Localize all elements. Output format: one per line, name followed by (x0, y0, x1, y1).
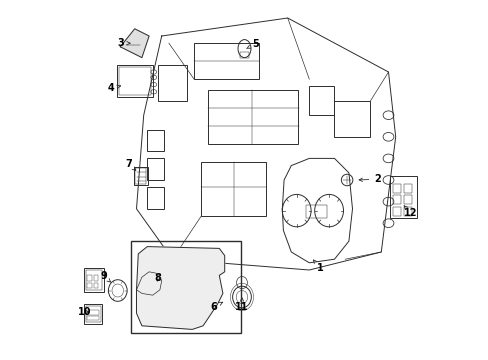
Bar (392, 195, 401, 204)
Polygon shape (136, 247, 224, 329)
Bar (87, 310, 99, 315)
Bar (194, 43, 258, 79)
Bar (135, 168, 146, 184)
Bar (86, 270, 102, 290)
Text: 6: 6 (210, 302, 222, 312)
Text: 9: 9 (101, 271, 110, 282)
Bar (86, 306, 101, 322)
Bar (389, 176, 416, 218)
Text: 2: 2 (358, 174, 380, 184)
Bar (118, 67, 151, 95)
Bar (147, 187, 163, 209)
Bar (94, 275, 98, 281)
Bar (87, 283, 92, 288)
Bar (403, 195, 411, 204)
Bar (84, 304, 102, 324)
Text: 11: 11 (235, 298, 248, 312)
Text: 12: 12 (403, 206, 417, 219)
Text: 10: 10 (78, 307, 91, 317)
Polygon shape (120, 29, 149, 58)
Bar (84, 268, 104, 292)
Bar (196, 256, 205, 274)
Bar (392, 207, 401, 216)
Bar (87, 275, 92, 281)
Bar (392, 184, 401, 193)
Bar (158, 65, 186, 101)
Bar (87, 316, 99, 320)
Bar (117, 65, 152, 97)
Bar (134, 167, 147, 185)
Bar (94, 283, 98, 288)
Bar (403, 207, 411, 216)
Text: 8: 8 (154, 273, 161, 283)
Text: 3: 3 (117, 38, 130, 48)
Bar (240, 52, 248, 58)
Bar (334, 101, 370, 137)
Bar (170, 256, 181, 274)
Text: 7: 7 (125, 159, 136, 170)
Bar (183, 256, 193, 274)
Text: 4: 4 (108, 83, 121, 93)
Bar (208, 90, 298, 144)
Bar (309, 86, 334, 115)
Bar (403, 184, 411, 193)
Bar (306, 205, 326, 218)
Bar (147, 158, 163, 180)
Text: 1: 1 (313, 260, 323, 273)
Bar (147, 130, 163, 151)
Text: 5: 5 (246, 39, 258, 49)
Bar (201, 162, 265, 216)
Bar (131, 241, 241, 333)
